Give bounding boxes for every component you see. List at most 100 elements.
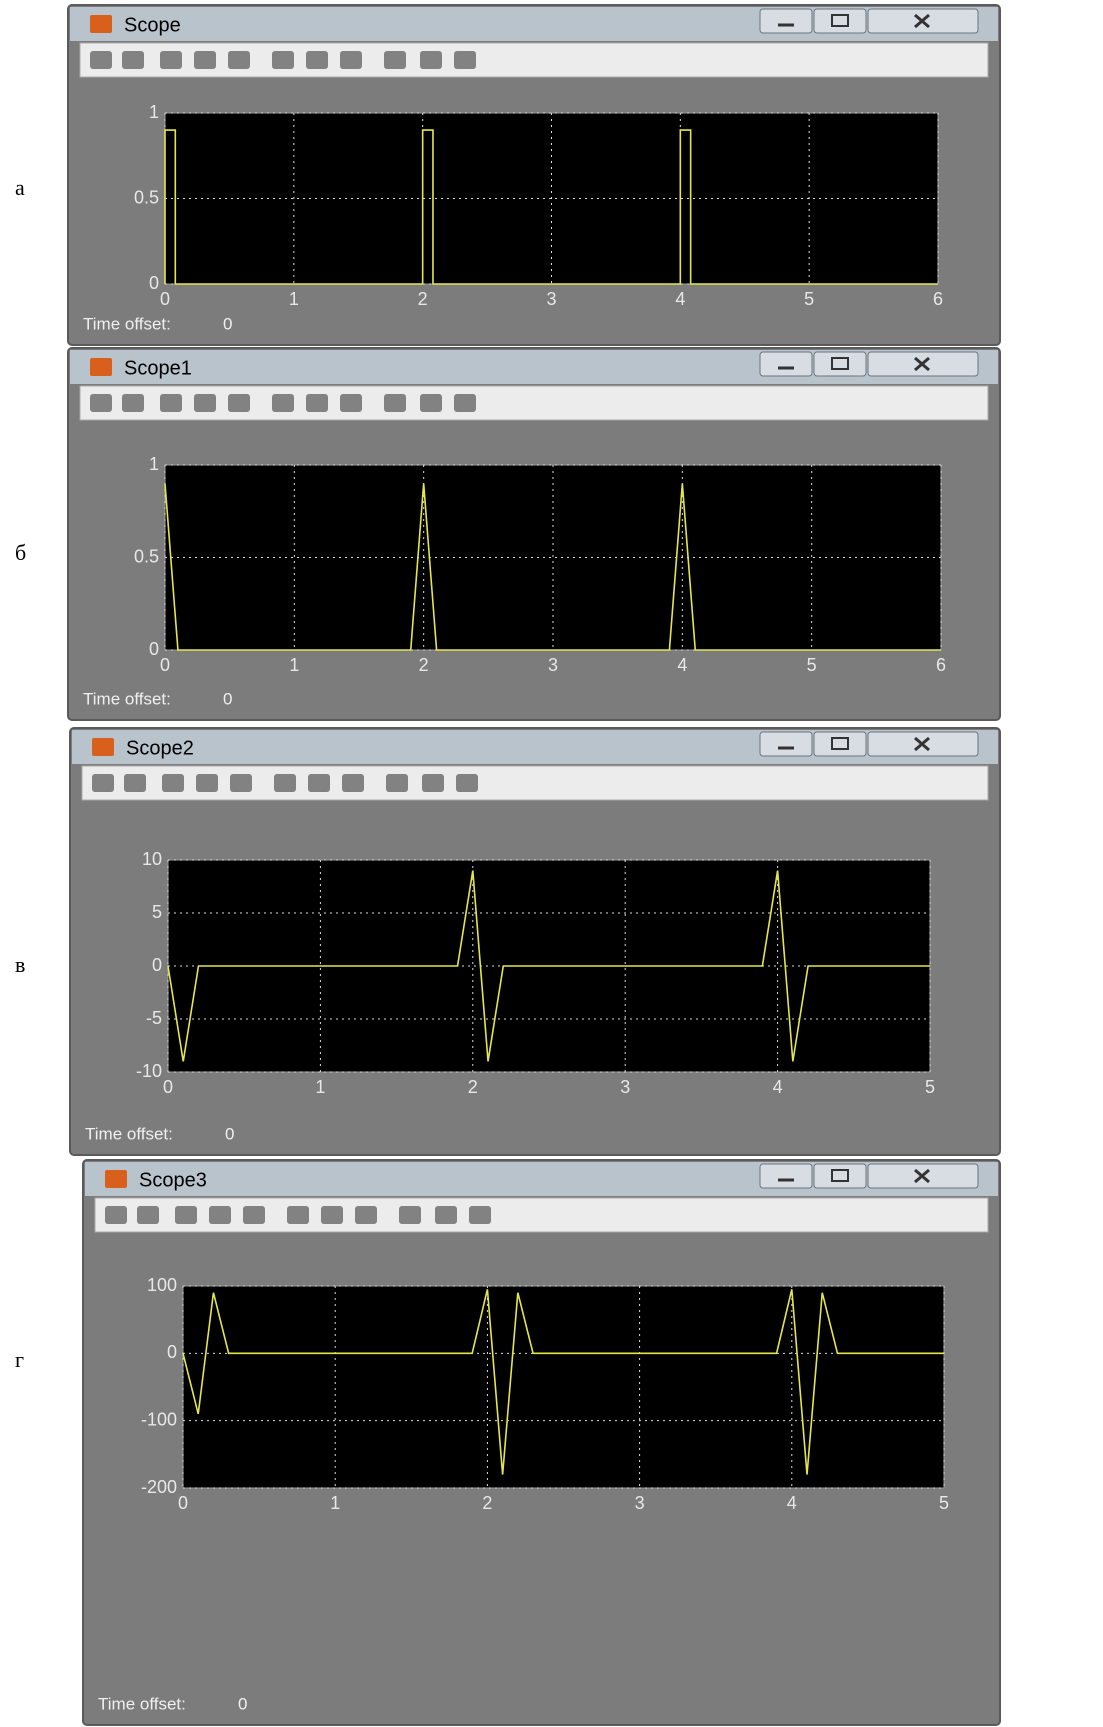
toolbar-button[interactable]: [194, 394, 216, 412]
y-tick-label: -100: [141, 1409, 177, 1429]
time-offset-value: 0: [225, 1124, 234, 1143]
toolbar-button[interactable]: [321, 1206, 343, 1224]
toolbar-button[interactable]: [384, 394, 406, 412]
maximize-button[interactable]: [814, 1164, 866, 1188]
toolbar-button[interactable]: [92, 774, 114, 792]
y-tick-label: 0: [149, 273, 159, 293]
toolbar-button[interactable]: [340, 394, 362, 412]
x-tick-label: 4: [773, 1077, 783, 1097]
toolbar-button[interactable]: [272, 51, 294, 69]
toolbar-button[interactable]: [342, 774, 364, 792]
toolbar-button[interactable]: [194, 51, 216, 69]
x-tick-label: 5: [925, 1077, 935, 1097]
page: а Scope Time offset: 0 0 1 2 3 4 5 6 0 0.5 1 б Scope1 Ti…: [0, 0, 1103, 1727]
y-tick-label: 0: [167, 1342, 177, 1362]
window-icon: [90, 358, 112, 376]
toolbar-button[interactable]: [105, 1206, 127, 1224]
toolbar-button[interactable]: [306, 394, 328, 412]
toolbar-button[interactable]: [454, 51, 476, 69]
y-tick-label: -10: [136, 1061, 162, 1081]
time-offset-value: 0: [223, 314, 232, 333]
toolbar-button[interactable]: [469, 1206, 491, 1224]
maximize-button[interactable]: [814, 732, 866, 756]
x-tick-label: 0: [163, 1077, 173, 1097]
toolbar-button[interactable]: [386, 774, 408, 792]
panel-label: а: [15, 175, 25, 200]
y-tick-label: 0: [152, 955, 162, 975]
maximize-button[interactable]: [814, 352, 866, 376]
y-tick-label: 100: [147, 1275, 177, 1295]
window-icon: [92, 738, 114, 756]
y-tick-label: 1: [149, 454, 159, 474]
toolbar-button[interactable]: [420, 51, 442, 69]
toolbar-button[interactable]: [435, 1206, 457, 1224]
toolbar-button[interactable]: [160, 51, 182, 69]
toolbar-button[interactable]: [420, 394, 442, 412]
toolbar-button[interactable]: [274, 774, 296, 792]
x-axis-caption: Time offset:: [83, 314, 171, 333]
toolbar-button[interactable]: [122, 394, 144, 412]
toolbar-button[interactable]: [196, 774, 218, 792]
window-title: Scope1: [124, 357, 192, 379]
toolbar-button[interactable]: [272, 394, 294, 412]
minimize-button[interactable]: [760, 9, 812, 33]
toolbar: [80, 43, 988, 77]
y-tick-label: 10: [142, 849, 162, 869]
toolbar-button[interactable]: [230, 774, 252, 792]
x-tick-label: 2: [418, 289, 428, 309]
y-tick-label: -200: [141, 1477, 177, 1497]
y-tick-label: -5: [146, 1008, 162, 1028]
y-tick-label: 0.5: [134, 187, 159, 207]
window-icon: [105, 1170, 127, 1188]
toolbar-button[interactable]: [175, 1206, 197, 1224]
toolbar-button[interactable]: [228, 51, 250, 69]
y-tick-label: 1: [149, 102, 159, 122]
x-tick-label: 2: [419, 655, 429, 675]
x-tick-label: 3: [635, 1493, 645, 1513]
x-axis-caption: Time offset:: [98, 1694, 186, 1713]
x-tick-label: 1: [289, 289, 299, 309]
toolbar-button[interactable]: [308, 774, 330, 792]
x-tick-label: 3: [546, 289, 556, 309]
x-tick-label: 1: [289, 655, 299, 675]
x-tick-label: 3: [620, 1077, 630, 1097]
x-tick-label: 2: [468, 1077, 478, 1097]
minimize-button[interactable]: [760, 732, 812, 756]
x-tick-label: 5: [807, 655, 817, 675]
toolbar-button[interactable]: [456, 774, 478, 792]
x-tick-label: 6: [933, 289, 943, 309]
toolbar-button[interactable]: [355, 1206, 377, 1224]
x-tick-label: 1: [315, 1077, 325, 1097]
maximize-button[interactable]: [814, 9, 866, 33]
toolbar-button[interactable]: [243, 1206, 265, 1224]
x-tick-label: 6: [936, 655, 946, 675]
window-title: Scope: [124, 14, 181, 36]
x-tick-label: 5: [804, 289, 814, 309]
minimize-button[interactable]: [760, 352, 812, 376]
minimize-button[interactable]: [760, 1164, 812, 1188]
panel-label: в: [15, 952, 25, 977]
panel-label: б: [15, 540, 26, 565]
x-tick-label: 3: [548, 655, 558, 675]
toolbar: [80, 386, 988, 420]
toolbar-button[interactable]: [209, 1206, 231, 1224]
toolbar-button[interactable]: [422, 774, 444, 792]
window-icon: [90, 15, 112, 33]
toolbar-button[interactable]: [90, 394, 112, 412]
toolbar-button[interactable]: [384, 51, 406, 69]
toolbar-button[interactable]: [90, 51, 112, 69]
toolbar-button[interactable]: [399, 1206, 421, 1224]
toolbar-button[interactable]: [228, 394, 250, 412]
y-tick-label: 5: [152, 902, 162, 922]
toolbar-button[interactable]: [454, 394, 476, 412]
toolbar-button[interactable]: [160, 394, 182, 412]
toolbar-button[interactable]: [340, 51, 362, 69]
toolbar-button[interactable]: [306, 51, 328, 69]
x-tick-label: 2: [482, 1493, 492, 1513]
toolbar-button[interactable]: [122, 51, 144, 69]
toolbar-button[interactable]: [162, 774, 184, 792]
x-axis-caption: Time offset:: [85, 1124, 173, 1143]
toolbar-button[interactable]: [287, 1206, 309, 1224]
toolbar-button[interactable]: [124, 774, 146, 792]
toolbar-button[interactable]: [137, 1206, 159, 1224]
